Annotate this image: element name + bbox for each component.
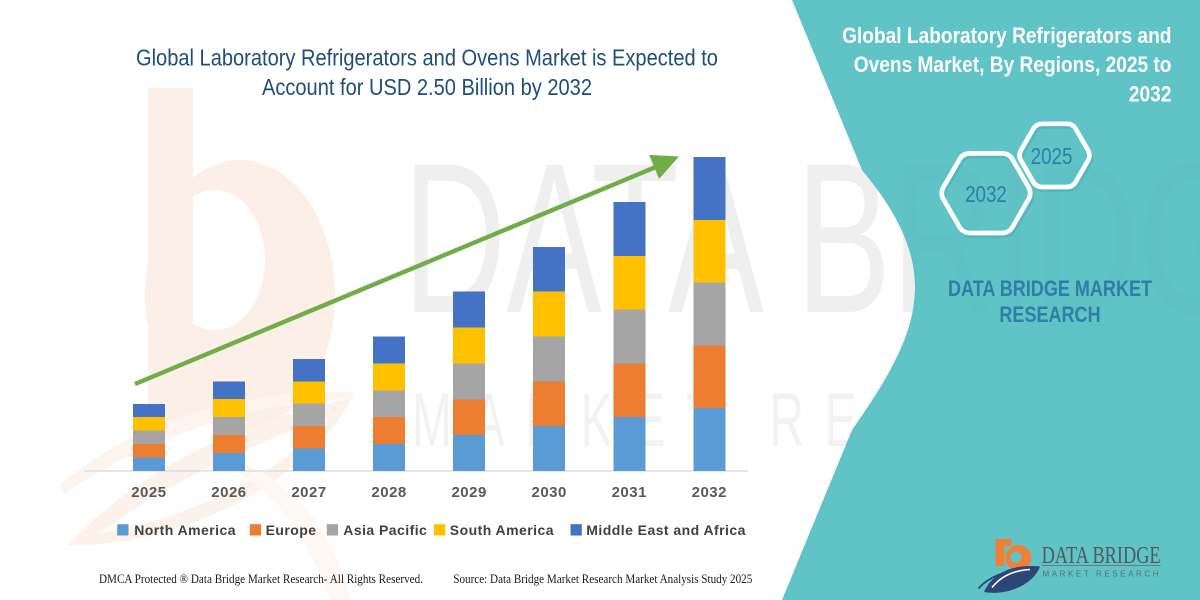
svg-text:Asia Pacific: Asia Pacific [343, 522, 427, 538]
svg-text:MARKET RESEARCH: MARKET RESEARCH [1043, 570, 1159, 579]
svg-text:Account for USD 2.50 Billion b: Account for USD 2.50 Billion by 2032 [262, 75, 592, 100]
svg-text:Source: Data Bridge Market Res: Source: Data Bridge Market Research Mark… [453, 572, 752, 586]
svg-text:RESEARCH: RESEARCH [999, 303, 1100, 327]
svg-text:DATA BRIDGE: DATA BRIDGE [1042, 543, 1161, 569]
svg-text:DATA BRIDGE MARKET: DATA BRIDGE MARKET [948, 277, 1153, 301]
svg-text:2026: 2026 [211, 484, 246, 501]
svg-text:2025: 2025 [1031, 143, 1073, 170]
svg-text:DMCA Protected ® Data Bridge M: DMCA Protected ® Data Bridge Market Rese… [99, 572, 423, 586]
svg-text:2029: 2029 [451, 484, 486, 501]
svg-text:2032: 2032 [965, 181, 1007, 208]
svg-text:2031: 2031 [612, 484, 647, 501]
svg-text:2028: 2028 [371, 484, 406, 501]
svg-text:South America: South America [450, 522, 554, 538]
svg-text:2032: 2032 [692, 484, 727, 501]
svg-text:2025: 2025 [131, 484, 166, 501]
svg-text:Middle East and Africa: Middle East and Africa [586, 522, 746, 538]
svg-text:North America: North America [134, 522, 236, 538]
svg-text:2032: 2032 [1129, 82, 1172, 107]
svg-text:Global Laboratory Refrigerator: Global Laboratory Refrigerators and Oven… [136, 45, 718, 70]
svg-text:2030: 2030 [532, 484, 567, 501]
svg-text:2027: 2027 [291, 484, 326, 501]
svg-text:Global Laboratory Refrigerator: Global Laboratory Refrigerators and [842, 24, 1171, 49]
svg-text:Europe: Europe [266, 522, 317, 538]
svg-text:Ovens Market, By Regions, 2025: Ovens Market, By Regions, 2025 to [854, 53, 1172, 78]
